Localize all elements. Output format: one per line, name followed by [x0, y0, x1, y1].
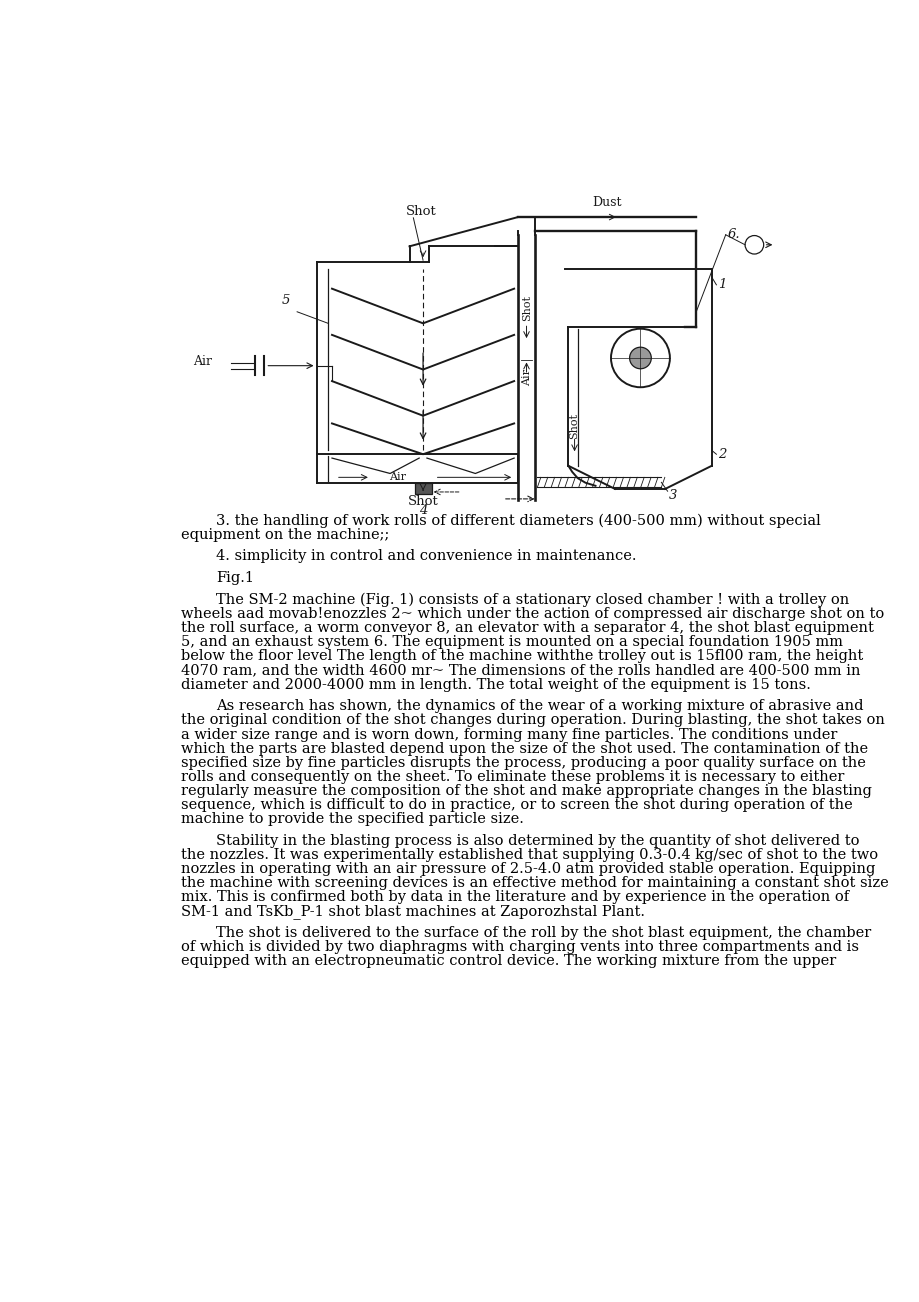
Text: a wider size range and is worn down, forming many fine particles. The conditions: a wider size range and is worn down, for… [181, 728, 836, 742]
Text: mix. This is confirmed both by data in the literature and by experience in the o: mix. This is confirmed both by data in t… [181, 891, 848, 904]
Text: SM-1 and TsKb_P-1 shot blast machines at Zaporozhstal Plant.: SM-1 and TsKb_P-1 shot blast machines at… [181, 905, 644, 919]
Text: Shot: Shot [522, 296, 532, 320]
Text: 1: 1 [717, 279, 725, 292]
Text: of which is divided by two diaphragms with charging vents into three compartment: of which is divided by two diaphragms wi… [181, 940, 858, 954]
Text: equipped with an electropneumatic control device. The working mixture from the u: equipped with an electropneumatic contro… [181, 954, 835, 969]
Text: Air: Air [522, 368, 532, 385]
Text: the roll surface, a worm conveyor 8, an elevator with a separator 4, the shot bl: the roll surface, a worm conveyor 8, an … [181, 621, 873, 635]
Text: Dust: Dust [592, 197, 621, 210]
Text: 5: 5 [281, 294, 289, 307]
Text: Air: Air [193, 355, 211, 368]
Text: 2: 2 [717, 448, 725, 461]
Text: 4. simplicity in control and convenience in maintenance.: 4. simplicity in control and convenience… [216, 549, 636, 564]
Text: Stability in the blasting process is also determined by the quantity of shot del: Stability in the blasting process is als… [216, 833, 858, 848]
Text: Fig.1: Fig.1 [216, 572, 254, 585]
Text: nozzles in operating with an air pressure of 2.5-4.0 atm provided stable operati: nozzles in operating with an air pressur… [181, 862, 874, 876]
Text: the original condition of the shot changes during operation. During blasting, th: the original condition of the shot chang… [181, 713, 884, 728]
Text: machine to provide the specified particle size.: machine to provide the specified particl… [181, 812, 523, 825]
Circle shape [629, 348, 651, 368]
Text: below the floor level The length of the machine withthe trolley out is 15fl00 ra: below the floor level The length of the … [181, 650, 862, 663]
Text: As research has shown, the dynamics of the wear of a working mixture of abrasive: As research has shown, the dynamics of t… [216, 699, 862, 713]
Text: 3. the handling of work rolls of different diameters (400-500 mm) without specia: 3. the handling of work rolls of differe… [216, 513, 820, 527]
Text: 3: 3 [668, 488, 676, 501]
Text: The shot is delivered to the surface of the roll by the shot blast equipment, th: The shot is delivered to the surface of … [216, 926, 870, 940]
Text: Shot: Shot [569, 413, 579, 439]
Text: The SM-2 machine (Fig. 1) consists of a stationary closed chamber ! with a troll: The SM-2 machine (Fig. 1) consists of a … [216, 592, 848, 607]
Text: the machine with screening devices is an effective method for maintaining a cons: the machine with screening devices is an… [181, 876, 888, 891]
Text: Air: Air [389, 473, 406, 482]
Text: Shot: Shot [405, 204, 436, 217]
Text: 6.: 6. [726, 228, 739, 241]
Text: Shot: Shot [407, 495, 438, 508]
Bar [414, 483, 431, 493]
Text: diameter and 2000-4000 mm in length. The total weight of the equipment is 15 ton: diameter and 2000-4000 mm in length. The… [181, 677, 810, 691]
Text: wheels aad movab!enozzles 2~ which under the action of compressed air discharge : wheels aad movab!enozzles 2~ which under… [181, 607, 883, 621]
Text: the nozzles. It was experimentally established that supplying 0.3-0.4 kg/sec of : the nozzles. It was experimentally estab… [181, 848, 877, 862]
Text: rolls and consequently on the sheet. To eliminate these problems it is necessary: rolls and consequently on the sheet. To … [181, 769, 844, 784]
Text: regularly measure the composition of the shot and make appropriate changes in th: regularly measure the composition of the… [181, 784, 871, 798]
Text: 4070 ram, and the width 4600 mr~ The dimensions of the rolls handled are 400-500: 4070 ram, and the width 4600 mr~ The dim… [181, 664, 859, 677]
Text: sequence, which is difficult to do in practice, or to screen the shot during ope: sequence, which is difficult to do in pr… [181, 798, 852, 812]
Text: equipment on the machine;;: equipment on the machine;; [181, 527, 389, 542]
Text: 5, and an exhaust system 6. The equipment is mounted on a special foundation 190: 5, and an exhaust system 6. The equipmen… [181, 635, 842, 650]
Text: which the parts are blasted depend upon the size of the shot used. The contamina: which the parts are blasted depend upon … [181, 742, 867, 755]
Text: 4: 4 [418, 504, 426, 517]
Text: specified size by fine particles disrupts the process, producing a poor quality : specified size by fine particles disrupt… [181, 755, 865, 769]
